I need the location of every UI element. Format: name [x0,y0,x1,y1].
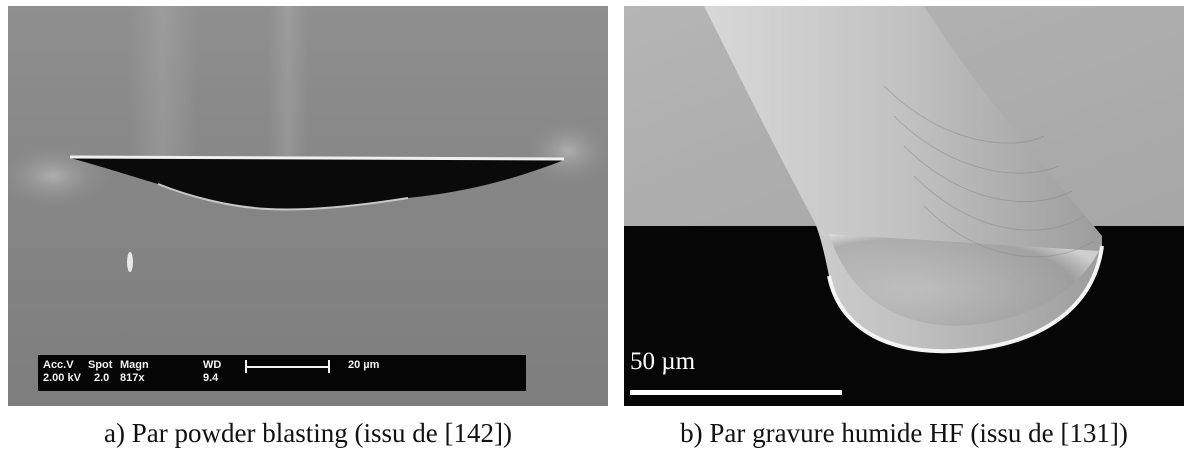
acc-v-label: Acc.V [43,359,74,371]
magn-label: Magn [120,359,149,371]
scale-bar-b [630,390,842,395]
sem-data-bar: Acc.V 2.00 kV Spot 2.0 Magn 817x WD 9.4 … [38,355,526,391]
sem-image-a-graphic [8,6,608,406]
scale-bar-a-label: 20 µm [348,359,380,371]
caption-a: a) Par powder blasting (issu de [142]) [104,418,512,448]
wd-value: 9.4 [203,372,219,384]
spot-label: Spot [88,359,113,371]
caption-b: b) Par gravure humide HF (issu de [131]) [680,418,1128,448]
spot-value: 2.0 [94,372,110,384]
sem-image-b-graphic [624,6,1184,406]
acc-v-value: 2.00 kV [43,372,81,384]
magn-value: 817x [120,372,145,384]
scale-bar-b-label: 50 µm [630,348,696,375]
sem-image-powder-blasting: Acc.V 2.00 kV Spot 2.0 Magn 817x WD 9.4 … [8,6,608,406]
sem-image-hf-wet-etch: 50 µm [624,6,1184,406]
wd-label: WD [203,359,222,371]
scale-bar-a [246,366,328,368]
scale-bar-tick-right [328,360,330,373]
